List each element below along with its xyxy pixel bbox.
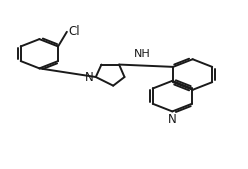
Text: N: N (85, 70, 93, 83)
Text: Cl: Cl (69, 25, 80, 38)
Text: NH: NH (134, 49, 151, 59)
Text: N: N (168, 113, 177, 126)
